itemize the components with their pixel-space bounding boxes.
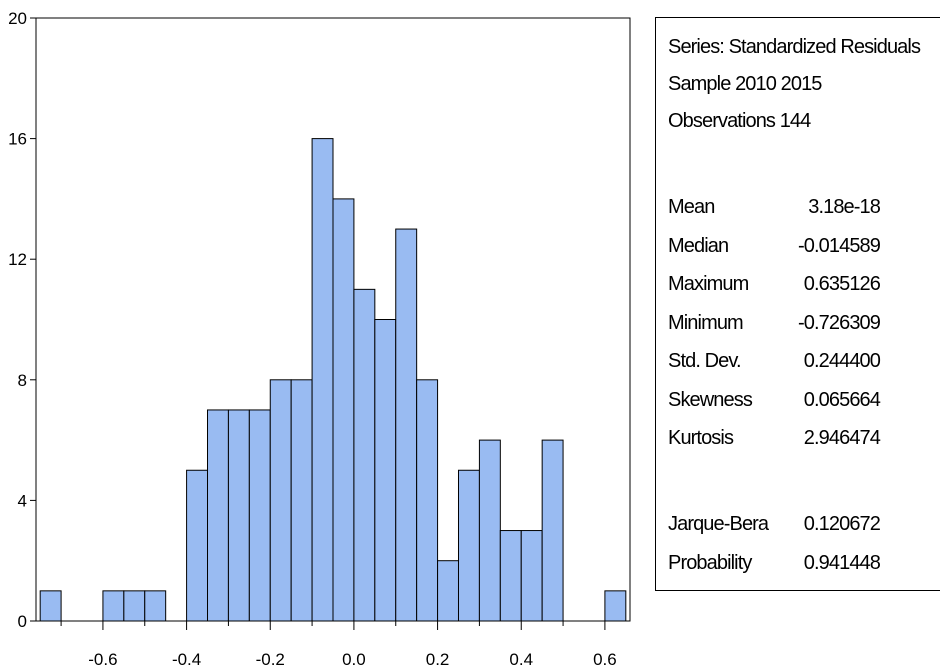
histogram-bar [102, 590, 125, 622]
histogram-bar [437, 560, 459, 622]
sample-range: Sample 2010 2015 [668, 73, 822, 95]
stat-value: 2.946474 [803, 427, 881, 449]
stat-value: 0.120672 [803, 513, 881, 535]
histogram-bar [416, 379, 439, 622]
stat-row: Maximum 0.635126 [668, 273, 940, 297]
x-tick-label: 0.2 [426, 650, 450, 669]
stat-value: 0.244400 [803, 350, 881, 372]
histogram-bar [186, 469, 209, 622]
histogram-bar [269, 379, 292, 622]
y-tick-label: 20 [8, 9, 27, 28]
x-tick-label: -0.6 [88, 650, 117, 669]
histogram-bar [541, 439, 564, 622]
histogram-bar [457, 469, 480, 622]
histogram-bar [604, 590, 627, 622]
stat-value: -0.014589 [798, 234, 881, 257]
statistics-panel: Series: Standardized Residuals Sample 20… [655, 17, 940, 591]
histogram-bar [520, 530, 543, 622]
stat-label: Std. Dev. [668, 350, 742, 372]
histogram-bar [311, 138, 334, 622]
histogram-bar [123, 590, 146, 622]
stat-row: Jarque-Bera 0.120672 [668, 513, 940, 537]
observations-count: Observations 144 [668, 110, 811, 132]
histogram-bar [248, 409, 271, 622]
stat-label: Jarque-Bera [668, 513, 769, 535]
histogram-bar [353, 288, 376, 622]
stat-label: Maximum [668, 273, 749, 295]
stat-label: Kurtosis [668, 427, 734, 449]
histogram-bar [395, 228, 418, 622]
stat-value: 0.941448 [803, 551, 881, 574]
y-tick-label: 0 [18, 612, 27, 631]
stat-label: Mean [668, 196, 715, 218]
series-name: Series: Standardized Residuals [668, 36, 921, 58]
stat-row: Kurtosis 2.946474 [668, 427, 940, 451]
stat-value: 3.18e-18 [808, 196, 881, 218]
stat-value: -0.726309 [798, 311, 881, 334]
stat-row: Minimum -0.726309 [668, 312, 940, 336]
histogram-bar [207, 409, 229, 622]
y-tick-label: 4 [18, 491, 27, 510]
stat-value: 0.635126 [803, 273, 881, 295]
histogram-bar [144, 590, 167, 622]
x-tick-label: -0.4 [172, 650, 201, 669]
x-axis: -0.6 -0.4 -0.2 0.0 0.2 0.4 0.6 [60, 621, 617, 669]
stat-row: Skewness 0.065664 [668, 389, 940, 413]
y-tick-label: 16 [8, 130, 27, 149]
stat-label: Probability [668, 551, 752, 574]
x-tick-label: 0.0 [342, 650, 366, 669]
histogram-bar [478, 439, 501, 622]
histogram-bar [290, 379, 313, 622]
stat-label: Minimum [668, 311, 744, 334]
x-tick-label: 0.6 [593, 650, 617, 669]
histogram-bar [499, 530, 522, 622]
stat-row: Median -0.014589 [668, 235, 940, 259]
y-tick-label: 12 [8, 250, 27, 269]
stat-row: Probability 0.941448 [668, 552, 940, 576]
y-tick-label: 8 [18, 371, 27, 390]
histogram-bar [227, 409, 250, 622]
y-axis: 0 4 8 12 16 20 [8, 9, 36, 631]
histogram-bar [39, 590, 62, 622]
stat-label: Skewness [668, 388, 753, 411]
x-tick-label: -0.2 [256, 650, 285, 669]
histogram-bar [332, 198, 355, 622]
histogram-bar [374, 319, 397, 622]
stat-label: Median [668, 234, 729, 257]
stat-row: Std. Dev. 0.244400 [668, 350, 940, 374]
plot-frame [35, 17, 631, 622]
bars-layer [39, 138, 627, 622]
x-tick-label: 0.4 [509, 650, 533, 669]
stat-value: 0.065664 [803, 388, 881, 411]
stat-row: Mean 3.18e-18 [668, 196, 940, 220]
